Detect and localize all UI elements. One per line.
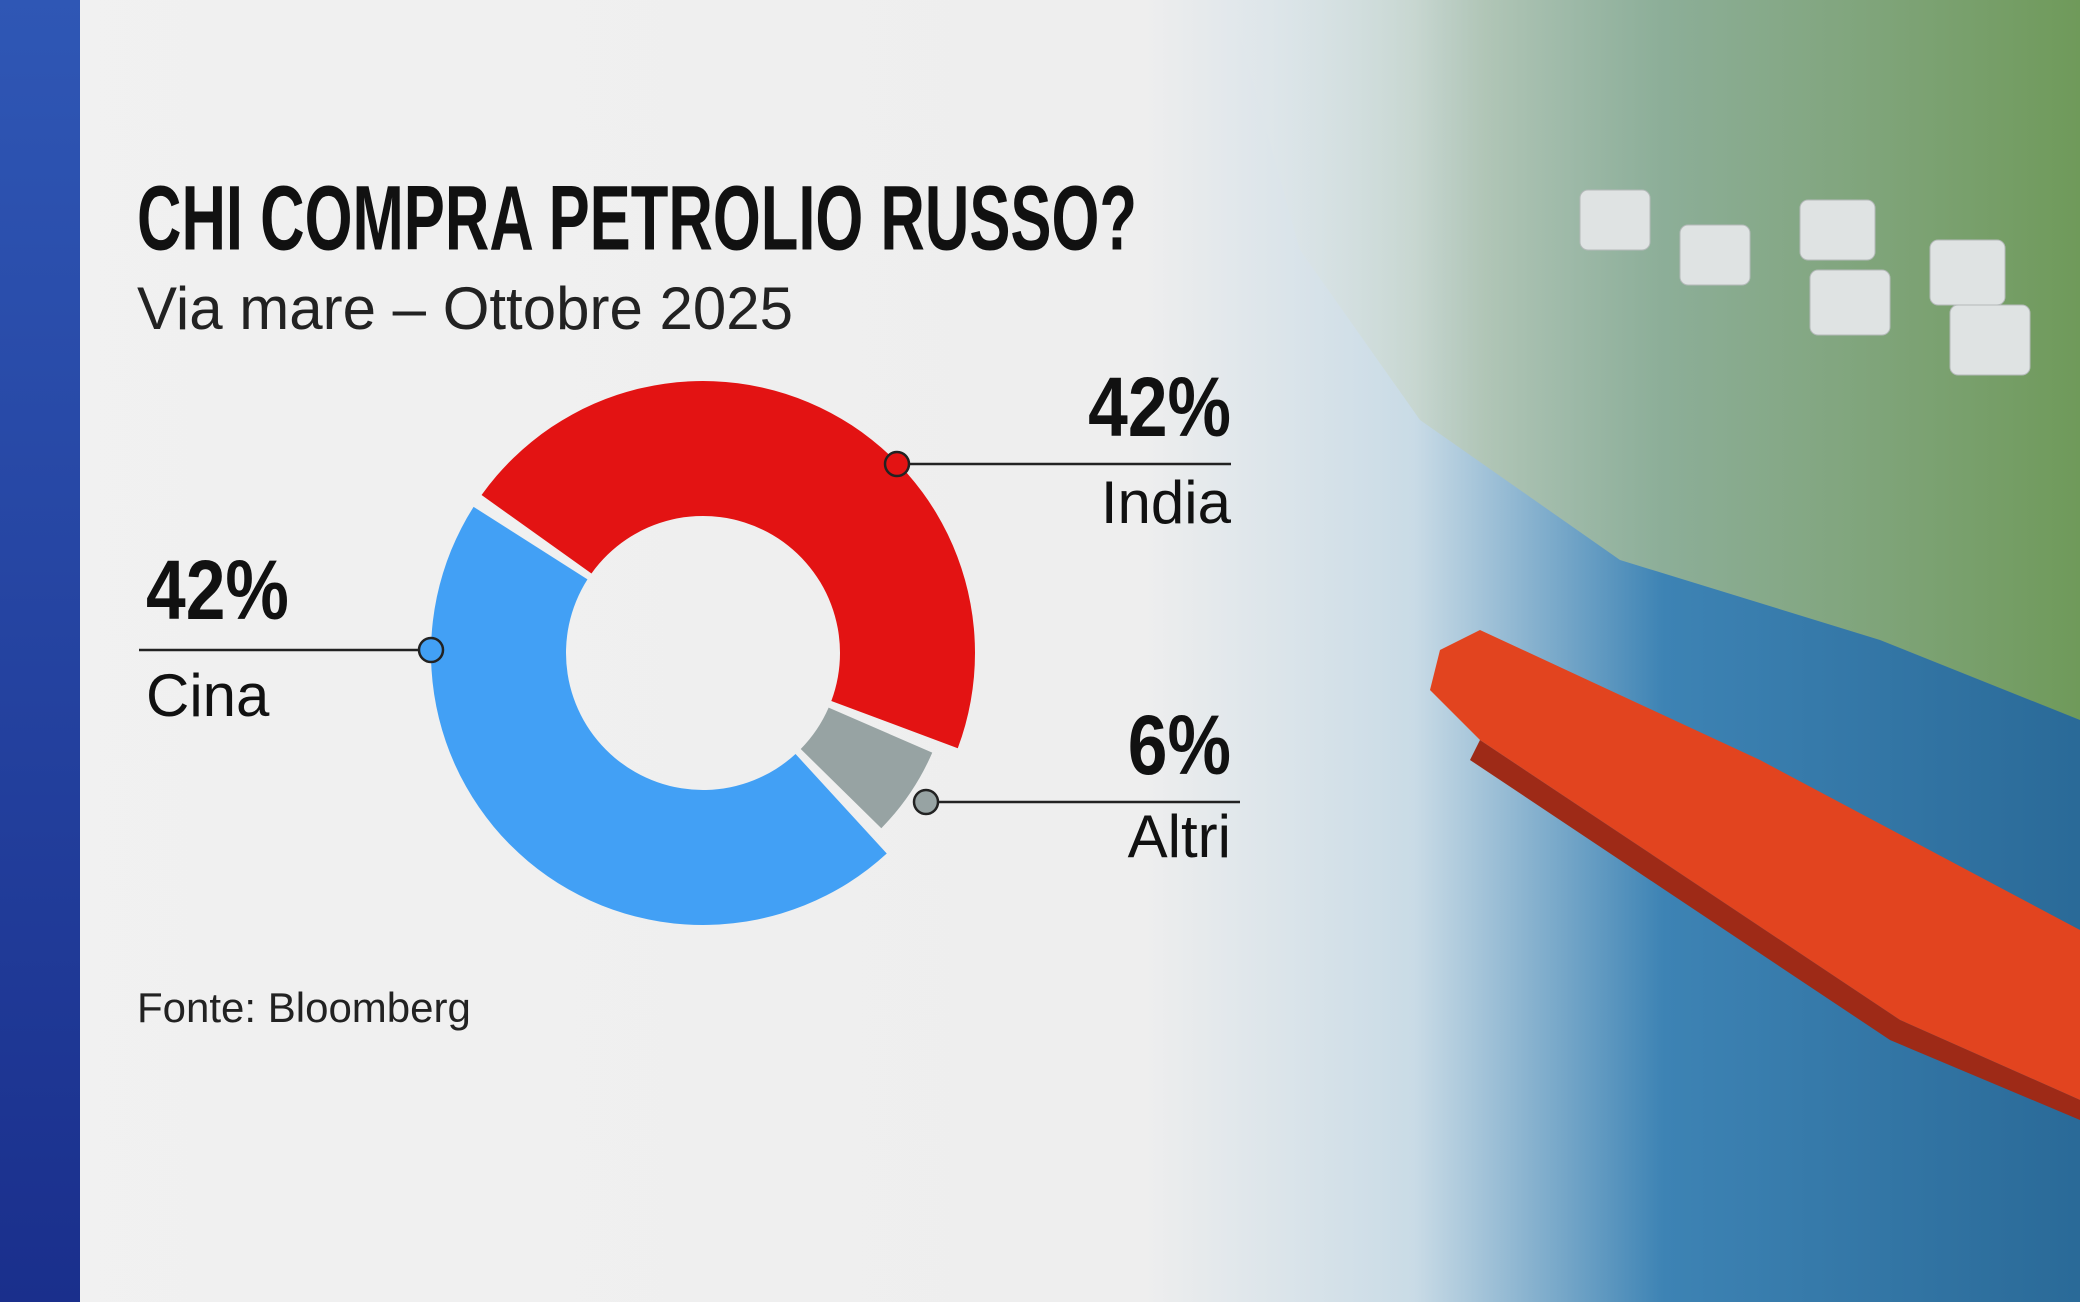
donut-slice xyxy=(481,381,975,749)
value-label: 6% xyxy=(1128,698,1231,793)
donut-chart: 42% India 6% Altri 42% Cina xyxy=(139,360,1240,926)
chart-title: CHI COMPRA PETROLIO RUSSO? xyxy=(137,167,1137,269)
donut-slice xyxy=(800,707,933,829)
value-label: 42% xyxy=(146,543,289,638)
value-label: 42% xyxy=(1088,360,1231,455)
tanks xyxy=(1579,189,2031,376)
tanker-hull xyxy=(1470,740,2080,1120)
leader-dot xyxy=(883,450,911,478)
category-label: India xyxy=(1101,469,1232,536)
leader-dot xyxy=(417,636,445,664)
tanker-ship xyxy=(1430,630,2080,1100)
chart-subtitle: Via mare – Ottobre 2025 xyxy=(137,275,793,342)
category-label: Altri xyxy=(1128,803,1231,870)
donut-slice xyxy=(430,506,887,926)
leader-dot xyxy=(912,788,940,816)
category-label: Cina xyxy=(146,662,270,729)
side-strip xyxy=(0,0,80,1302)
shore-photo xyxy=(1230,0,2080,720)
source: Fonte: Bloomberg xyxy=(137,984,471,1031)
